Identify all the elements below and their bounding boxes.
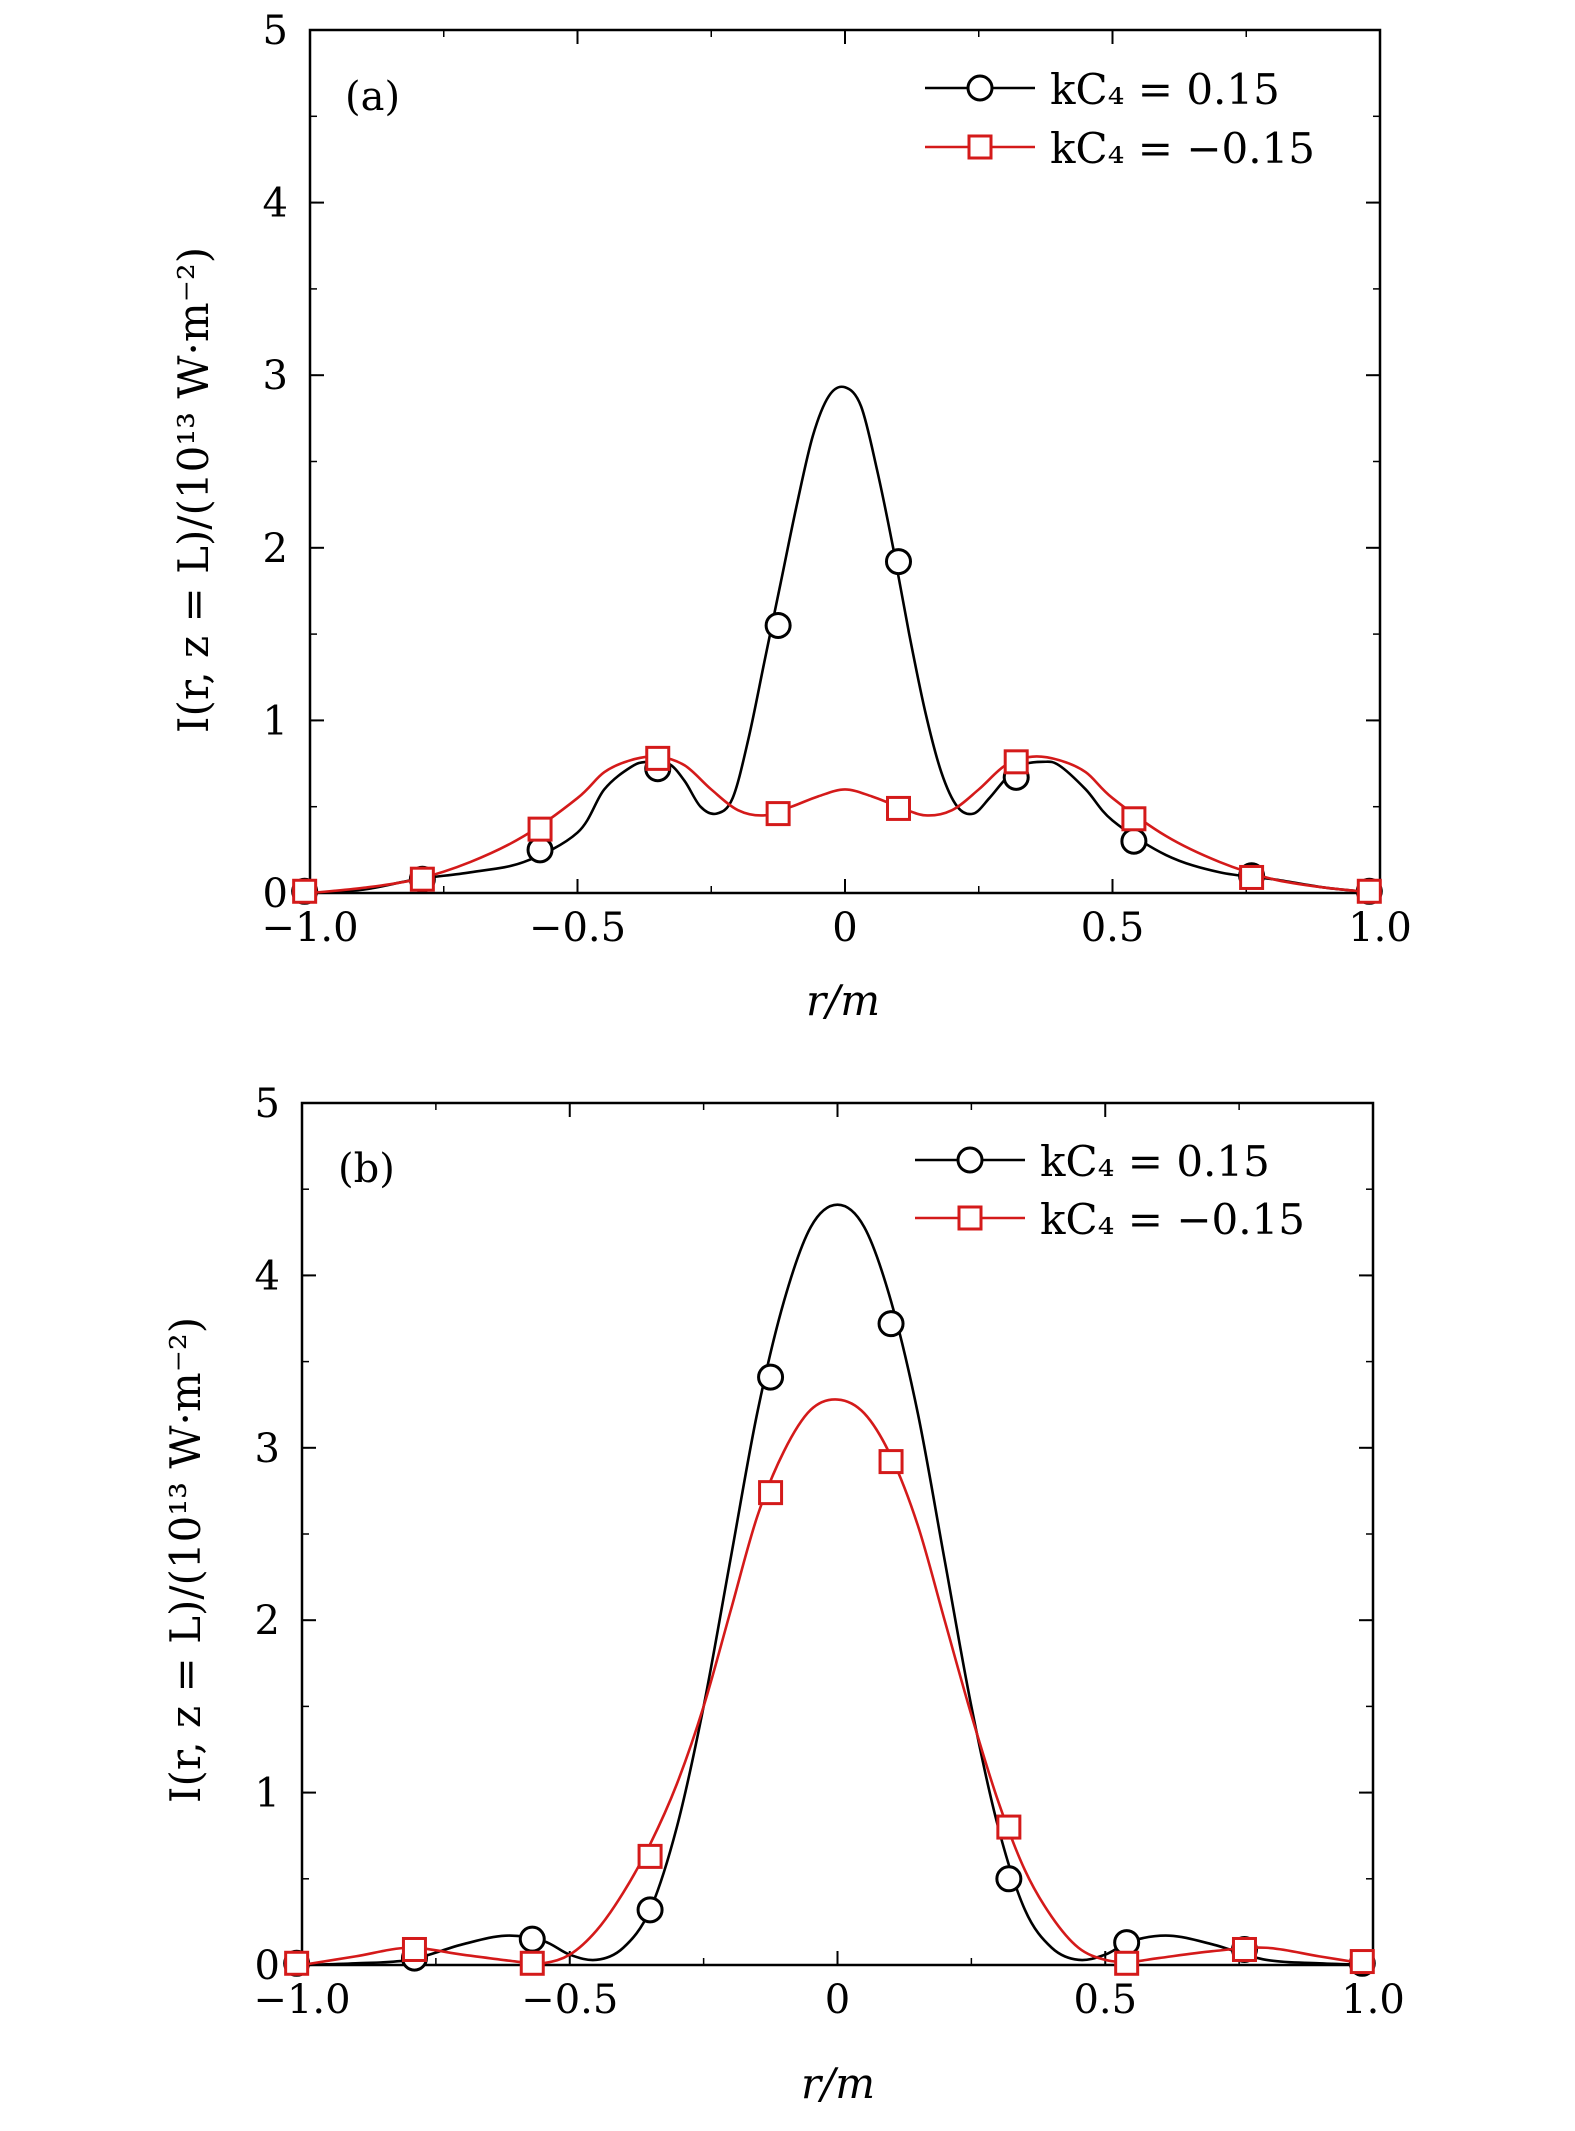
panel-b-ytick-label: 0 [255, 1943, 280, 1989]
panel-b-series-2-line [301, 1398, 1374, 1967]
panel-b-ytick-label: 2 [255, 1598, 280, 1644]
panel-b-xtick-label: 0.5 [1073, 1977, 1137, 2023]
panel-a-series-1 [291, 74, 1383, 905]
panel-a-series-2-point [527, 816, 553, 842]
panel-b-series-2-point [284, 1950, 310, 1976]
panel-b-series-1-point [636, 1896, 664, 1924]
panel-b-series-1-line [301, 1203, 1374, 1967]
panel-a-ytick-label: 0 [263, 871, 288, 917]
panel-b-legend: kC₄ = 0.15 kC₄ = −0.15 [1040, 1137, 1305, 1244]
panel-b-series-2-point [878, 1449, 904, 1475]
panel-b-series-1-point [877, 1310, 905, 1338]
panel-a-ytick-label: 2 [263, 526, 288, 572]
panel-a-legend: kC₄ = 0.15 kC₄ = −0.15 [1050, 65, 1315, 173]
panel-b-legend-marker-1 [956, 1146, 984, 1174]
panel-b-series-2-point [1231, 1936, 1257, 1962]
panel-b-series-1 [283, 1146, 1376, 1977]
panel-a-series-2-point [1121, 806, 1147, 832]
panel-b-series-2-point [1114, 1950, 1140, 1976]
panel-a-xtick-label: −1.0 [261, 905, 358, 951]
panel-a-series-2 [292, 134, 1382, 904]
panel-a-xlabel: r/m [806, 976, 880, 1025]
panel-a-series-2-point [1239, 864, 1265, 890]
panel-b-xtick-label: 0 [825, 1977, 850, 2023]
panel-a-xtick-label: 0.5 [1081, 905, 1145, 951]
panel-b-xtick-label: −0.5 [521, 1977, 618, 2023]
panel-a-legend-entry-2: kC₄ = −0.15 [1050, 124, 1315, 173]
panel-a-label: (a) [345, 74, 400, 120]
panel-b-series-1-point [757, 1363, 785, 1391]
panel-b-legend-entry-2: kC₄ = −0.15 [1040, 1195, 1305, 1244]
panel-a-xtick-label: −0.5 [529, 905, 626, 951]
panel-a-series-2-line [309, 755, 1381, 895]
panel-a-series-2-point [645, 745, 671, 771]
panel-b-series-2-point [637, 1843, 663, 1869]
panel-b: −1.0 −0.5 0 0.5 1.0 0 1 2 3 4 5 (b) r/m I(r, z = L… [161, 1081, 1405, 2108]
panel-b-series-1-point [518, 1925, 546, 1953]
panel-b-axes: −1.0 −0.5 0 0.5 1.0 0 1 2 3 4 5 [253, 1081, 1404, 2023]
panel-a-ytick-label: 3 [263, 353, 288, 399]
panel-a-xtick-label: 1.0 [1348, 905, 1412, 951]
panel-a-series-1-point [1120, 827, 1148, 855]
panel-b-series-2-point [1349, 1949, 1375, 1975]
panel-a-series-2-point [886, 795, 911, 821]
panel-b-legend-marker-2 [957, 1205, 983, 1231]
panel-b-series-2-point [401, 1936, 427, 1962]
panel-a-series-1-point [764, 611, 792, 639]
panel-a-series-2-point [765, 801, 791, 827]
panel-a-series-2-point [292, 878, 318, 904]
panel-b-legend-entry-1: kC₄ = 0.15 [1040, 1137, 1270, 1186]
panel-a-series-1-point [885, 548, 912, 576]
panel-b-series-2 [284, 1205, 1375, 1976]
panel-b-ylabel: I(r, z = L)/(10¹³ W·m⁻²) [161, 1317, 210, 1803]
panel-a-legend-entry-1: kC₄ = 0.15 [1050, 65, 1280, 114]
panel-a-series-2-point [409, 866, 435, 892]
panel-a-legend-marker-1 [966, 74, 994, 102]
panel-a-ytick-label: 1 [263, 698, 288, 744]
panel-b-ytick-label: 5 [255, 1081, 280, 1127]
panel-b-series-1-point [995, 1865, 1023, 1893]
panel-a-ytick-label: 5 [263, 8, 288, 54]
panel-b-ytick-label: 4 [255, 1253, 280, 1299]
panel-a: −1.0 −0.5 0 0.5 1.0 0 1 2 3 4 5 (a) r/m I(r, z = L… [169, 8, 1412, 1025]
panel-a-series-2-point [1003, 749, 1029, 775]
panel-b-series-2-point [519, 1950, 545, 1976]
panel-a-legend-marker-2 [967, 134, 993, 160]
panel-b-ytick-label: 1 [255, 1771, 280, 1817]
panel-b-ytick-label: 3 [255, 1426, 280, 1472]
panel-b-xlabel: r/m [801, 2059, 875, 2108]
panel-b-series-2-point [996, 1814, 1022, 1840]
panel-a-axes: −1.0 −0.5 0 0.5 1.0 0 1 2 3 4 5 [261, 8, 1411, 951]
panel-b-xtick-label: −1.0 [253, 1977, 350, 2023]
panel-a-series-1-line [309, 385, 1381, 895]
panel-a-series-2-point [1356, 878, 1382, 904]
panel-a-xtick-label: 0 [832, 905, 857, 951]
panel-b-xtick-label: 1.0 [1341, 1977, 1405, 2023]
panel-a-ytick-label: 4 [263, 181, 288, 227]
panel-a-ylabel: I(r, z = L)/(10¹³ W·m⁻²) [169, 247, 218, 733]
panel-b-label: (b) [338, 1146, 395, 1192]
panel-b-series-2-point [758, 1480, 784, 1506]
